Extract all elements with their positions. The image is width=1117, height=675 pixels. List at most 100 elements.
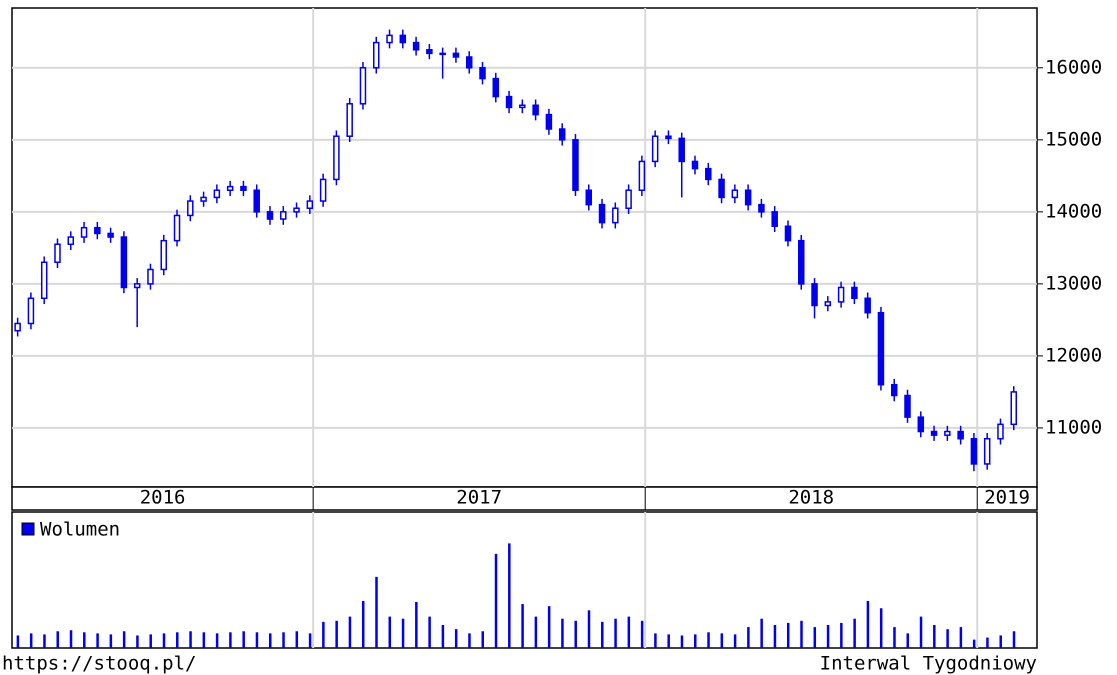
- volume-bar: [481, 631, 484, 648]
- candle-body: [306, 200, 314, 209]
- x-tick-label: 2016: [140, 487, 186, 509]
- candle-body: [917, 416, 925, 433]
- volume-bar: [561, 618, 564, 648]
- candle-body: [54, 243, 61, 264]
- volume-bar: [361, 600, 365, 648]
- volume-bar: [680, 635, 684, 648]
- candle-body: [187, 200, 194, 217]
- candle-body: [718, 178, 725, 199]
- candle-body: [744, 189, 752, 206]
- volume-bar: [122, 631, 126, 648]
- candle-body: [983, 437, 991, 465]
- y-tick-label: 13000: [1045, 272, 1102, 294]
- candle-body: [319, 178, 327, 202]
- interval: Interwal Tygodniowy: [820, 653, 1037, 675]
- candle-body: [877, 311, 885, 386]
- candle-body: [133, 283, 141, 289]
- volume-bar: [879, 608, 883, 648]
- volume-bar: [375, 576, 378, 648]
- candle-body: [572, 139, 579, 191]
- volume-bar: [547, 606, 551, 648]
- volume-bar: [733, 634, 737, 648]
- candle-body: [824, 301, 832, 307]
- candle-body: [678, 137, 685, 163]
- volume-bar: [136, 635, 139, 648]
- candle-body: [519, 104, 526, 109]
- volume-bar: [322, 621, 325, 648]
- y-tick-label: 11000: [1045, 416, 1102, 438]
- volume-bar: [415, 601, 418, 648]
- candle-body: [837, 286, 845, 303]
- volume-bar: [640, 620, 644, 648]
- volume-bar: [627, 616, 631, 648]
- x-tick-label: 2019: [984, 487, 1030, 509]
- volume-bar: [508, 543, 511, 648]
- candle-body: [266, 211, 274, 220]
- candle-body: [94, 226, 101, 235]
- volume-bar: [468, 633, 471, 648]
- candle-body: [240, 185, 247, 191]
- candle-body: [665, 135, 672, 140]
- volume-bar: [773, 624, 777, 648]
- volume-bar: [893, 627, 896, 648]
- candle-body: [705, 167, 712, 181]
- volume-bar: [919, 616, 923, 648]
- volume-bar: [494, 553, 498, 648]
- volume-bar: [601, 621, 604, 648]
- volume-bar: [401, 618, 405, 648]
- volume-bar: [295, 631, 299, 648]
- volume-bar: [69, 630, 73, 648]
- volume-bar: [694, 634, 697, 648]
- volume-bar: [614, 618, 617, 648]
- candle-body: [147, 268, 154, 285]
- candle-body: [120, 236, 128, 289]
- volume-bar: [43, 634, 46, 648]
- volume-bar: [29, 633, 33, 648]
- volume-bar: [786, 622, 790, 648]
- candle-body: [452, 52, 460, 58]
- volume-bar: [826, 624, 830, 648]
- candle-body: [904, 394, 911, 418]
- volume-bar: [853, 618, 856, 648]
- volume-bar: [800, 620, 803, 648]
- volume-bar: [667, 634, 670, 648]
- volume-bar: [335, 620, 338, 648]
- legend-label: Wolumen: [40, 519, 120, 541]
- candle-body: [784, 225, 792, 242]
- volume-bar: [56, 631, 59, 648]
- volume-bar: [441, 624, 445, 648]
- volume-bar: [946, 629, 949, 648]
- candle-body: [798, 239, 805, 285]
- candle-body: [612, 207, 619, 224]
- candle-body: [997, 423, 1004, 440]
- candle-body: [372, 41, 380, 69]
- candle-body: [492, 77, 500, 98]
- candle-body: [691, 160, 699, 170]
- candle-body: [280, 211, 287, 220]
- volume-bar: [348, 616, 352, 648]
- volume-bar: [16, 635, 20, 648]
- volume-bar: [388, 616, 392, 648]
- volume-bar: [972, 639, 976, 648]
- candle-body: [412, 41, 420, 51]
- volume-bar: [308, 633, 312, 648]
- volume-bar: [574, 620, 577, 648]
- volume-bar: [454, 629, 458, 648]
- x-tick-label: 2018: [788, 487, 834, 509]
- volume-bar: [282, 632, 285, 648]
- volume-bar: [521, 604, 524, 648]
- y-tick-label: 15000: [1045, 128, 1102, 150]
- candle-body: [532, 104, 539, 116]
- volume-bar: [176, 632, 179, 648]
- candle-body: [970, 437, 978, 465]
- volume-bar: [760, 618, 763, 648]
- candle-body: [386, 34, 393, 44]
- volume-bar: [83, 632, 86, 648]
- candle-body: [1010, 391, 1018, 426]
- candle-body: [200, 196, 207, 202]
- volume-bar: [268, 633, 272, 648]
- candle-body: [426, 49, 433, 55]
- candle-body: [14, 322, 21, 332]
- candle-body: [346, 103, 353, 137]
